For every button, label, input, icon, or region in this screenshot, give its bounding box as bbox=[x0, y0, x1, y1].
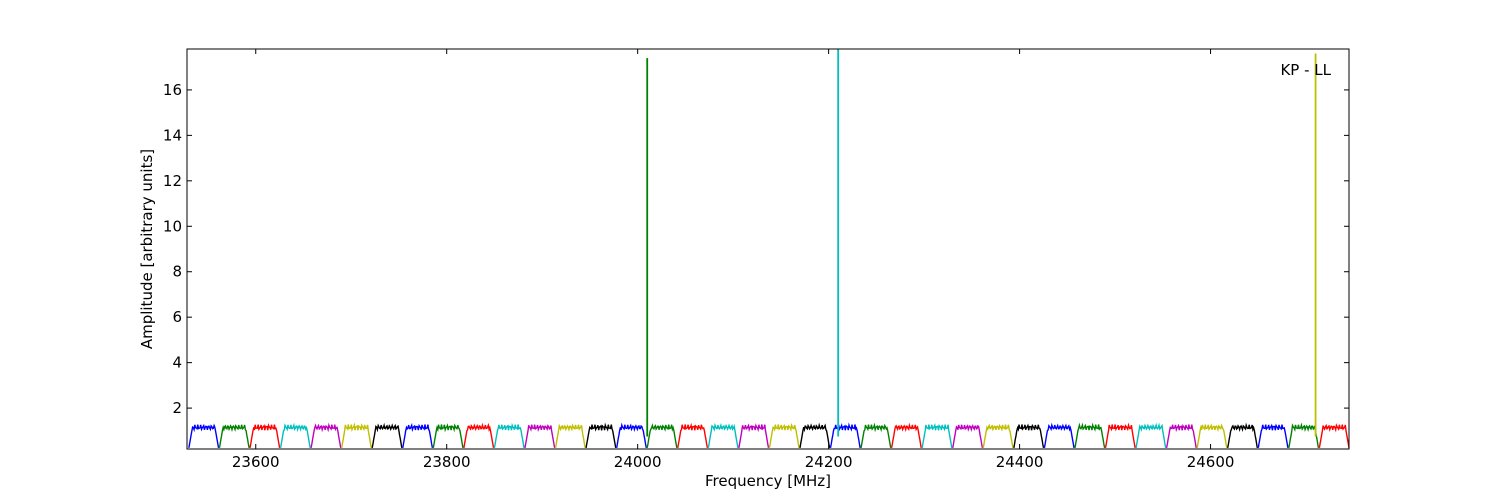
x-tick-label: 24400 bbox=[996, 453, 1044, 471]
x-axis-ticks: 23600 23800 24000 24200 24400 24600 bbox=[232, 49, 1235, 471]
x-tick-label: 23600 bbox=[232, 453, 280, 471]
band-series-line bbox=[1318, 423, 1350, 449]
spike-group bbox=[646, 49, 1317, 437]
band-series-line bbox=[982, 423, 1014, 449]
band-series-line bbox=[860, 422, 892, 449]
band-series-line bbox=[402, 422, 434, 449]
y-tick-label: 8 bbox=[172, 263, 182, 281]
band-series-line bbox=[1165, 423, 1197, 449]
band-series-line bbox=[890, 422, 922, 449]
band-series-line bbox=[493, 422, 525, 449]
band-series-line bbox=[188, 423, 220, 449]
y-axis-ticks: 2 4 6 8 10 12 14 16 bbox=[163, 81, 1349, 417]
band-series-line bbox=[707, 422, 739, 449]
x-tick-label: 23800 bbox=[423, 453, 471, 471]
band-series-line bbox=[616, 422, 647, 449]
band-series-line bbox=[921, 422, 953, 449]
band-series-line bbox=[768, 422, 800, 449]
x-tick-label: 24200 bbox=[805, 453, 853, 471]
plot-frame bbox=[186, 48, 1350, 450]
y-axis-label: Amplitude [arbitrary units] bbox=[138, 149, 156, 349]
band-series-line bbox=[218, 423, 250, 449]
band-series-line bbox=[1227, 422, 1258, 449]
band-series-line bbox=[432, 423, 464, 449]
y-tick-label: 6 bbox=[172, 308, 182, 326]
band-series-line bbox=[952, 424, 984, 449]
band-series-line bbox=[1135, 422, 1167, 449]
band-series-line bbox=[799, 422, 831, 449]
band-series-line bbox=[371, 422, 403, 449]
x-tick-label: 24600 bbox=[1187, 453, 1235, 471]
band-series-line bbox=[1043, 422, 1075, 449]
y-tick-label: 12 bbox=[163, 172, 182, 190]
band-series-line bbox=[738, 423, 770, 449]
plot-annotation: KP - LL bbox=[1280, 61, 1331, 79]
band-series-line bbox=[554, 423, 586, 449]
series-group bbox=[188, 422, 1350, 449]
y-tick-label: 10 bbox=[163, 217, 182, 235]
y-tick-label: 16 bbox=[163, 81, 182, 99]
y-tick-label: 2 bbox=[172, 399, 182, 417]
band-series-line bbox=[1257, 423, 1289, 449]
band-series-line bbox=[1104, 422, 1136, 449]
band-series-line bbox=[1013, 423, 1045, 449]
band-series-line bbox=[341, 422, 372, 449]
band-series-line bbox=[524, 424, 556, 449]
band-series-line bbox=[585, 422, 617, 449]
band-series-line bbox=[310, 422, 342, 449]
y-tick-label: 4 bbox=[172, 354, 182, 372]
band-series-line bbox=[249, 422, 281, 449]
band-series-line bbox=[1196, 423, 1228, 449]
y-tick-label: 14 bbox=[163, 126, 182, 144]
band-series-line bbox=[463, 422, 495, 449]
band-series-line bbox=[1288, 422, 1320, 449]
band-series-line bbox=[1074, 422, 1106, 449]
band-series-line bbox=[279, 422, 311, 449]
x-tick-label: 24000 bbox=[614, 453, 662, 471]
band-series-line bbox=[829, 422, 861, 449]
band-series-line bbox=[646, 423, 678, 449]
x-axis-label: Frequency [MHz] bbox=[705, 472, 831, 490]
band-series-line bbox=[677, 422, 709, 449]
